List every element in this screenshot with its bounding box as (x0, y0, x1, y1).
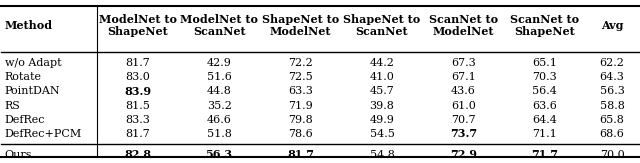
Text: 81.7: 81.7 (125, 129, 150, 139)
Text: 54.8: 54.8 (369, 149, 394, 160)
Text: 79.8: 79.8 (288, 115, 313, 125)
Text: 82.8: 82.8 (124, 149, 151, 160)
Text: 41.0: 41.0 (369, 72, 394, 82)
Text: 67.1: 67.1 (451, 72, 476, 82)
Text: Method: Method (4, 20, 52, 31)
Text: 42.9: 42.9 (207, 58, 232, 68)
Text: 73.7: 73.7 (450, 128, 477, 139)
Text: 67.3: 67.3 (451, 58, 476, 68)
Text: 70.0: 70.0 (600, 149, 625, 160)
Text: ShapeNet to
ScanNet: ShapeNet to ScanNet (343, 14, 420, 37)
Text: Ours: Ours (4, 149, 32, 160)
Text: 83.0: 83.0 (125, 72, 150, 82)
Text: 46.6: 46.6 (207, 115, 232, 125)
Text: 56.4: 56.4 (532, 86, 557, 96)
Text: 64.3: 64.3 (600, 72, 625, 82)
Text: 49.9: 49.9 (369, 115, 394, 125)
Text: ScanNet to
ModelNet: ScanNet to ModelNet (429, 14, 498, 37)
Text: 68.6: 68.6 (600, 129, 625, 139)
Text: ScanNet to
ShapeNet: ScanNet to ShapeNet (510, 14, 579, 37)
Text: 61.0: 61.0 (451, 101, 476, 111)
Text: PointDAN: PointDAN (4, 86, 60, 96)
Text: Rotate: Rotate (4, 72, 42, 82)
Text: DefRec: DefRec (4, 115, 45, 125)
Text: 71.7: 71.7 (531, 149, 558, 160)
Text: 65.1: 65.1 (532, 58, 557, 68)
Text: 54.5: 54.5 (369, 129, 394, 139)
Text: 35.2: 35.2 (207, 101, 232, 111)
Text: 72.9: 72.9 (450, 149, 477, 160)
Text: 43.6: 43.6 (451, 86, 476, 96)
Text: 71.1: 71.1 (532, 129, 557, 139)
Text: 51.6: 51.6 (207, 72, 232, 82)
Text: 58.8: 58.8 (600, 101, 625, 111)
Text: 51.8: 51.8 (207, 129, 232, 139)
Text: 72.2: 72.2 (288, 58, 313, 68)
Text: 65.8: 65.8 (600, 115, 625, 125)
Text: 62.2: 62.2 (600, 58, 625, 68)
Text: 70.3: 70.3 (532, 72, 557, 82)
Text: 70.7: 70.7 (451, 115, 476, 125)
Text: w/o Adapt: w/o Adapt (4, 58, 61, 68)
Text: 64.4: 64.4 (532, 115, 557, 125)
Text: 71.9: 71.9 (288, 101, 313, 111)
Text: ShapeNet to
ModelNet: ShapeNet to ModelNet (262, 14, 339, 37)
Text: 63.6: 63.6 (532, 101, 557, 111)
Text: 63.3: 63.3 (288, 86, 313, 96)
Text: ModelNet to
ScanNet: ModelNet to ScanNet (180, 14, 258, 37)
Text: 44.2: 44.2 (369, 58, 394, 68)
Text: 56.3: 56.3 (205, 149, 233, 160)
Text: 44.8: 44.8 (207, 86, 232, 96)
Text: 81.7: 81.7 (287, 149, 314, 160)
Text: 39.8: 39.8 (369, 101, 394, 111)
Text: 72.5: 72.5 (288, 72, 313, 82)
Text: 83.3: 83.3 (125, 115, 150, 125)
Text: 78.6: 78.6 (288, 129, 313, 139)
Text: 45.7: 45.7 (369, 86, 394, 96)
Text: RS: RS (4, 101, 20, 111)
Text: 56.3: 56.3 (600, 86, 625, 96)
Text: Avg: Avg (601, 20, 623, 31)
Text: 83.9: 83.9 (124, 86, 151, 97)
Text: DefRec+PCM: DefRec+PCM (4, 129, 82, 139)
Text: ModelNet to
ShapeNet: ModelNet to ShapeNet (99, 14, 177, 37)
Text: 81.7: 81.7 (125, 58, 150, 68)
Text: 81.5: 81.5 (125, 101, 150, 111)
